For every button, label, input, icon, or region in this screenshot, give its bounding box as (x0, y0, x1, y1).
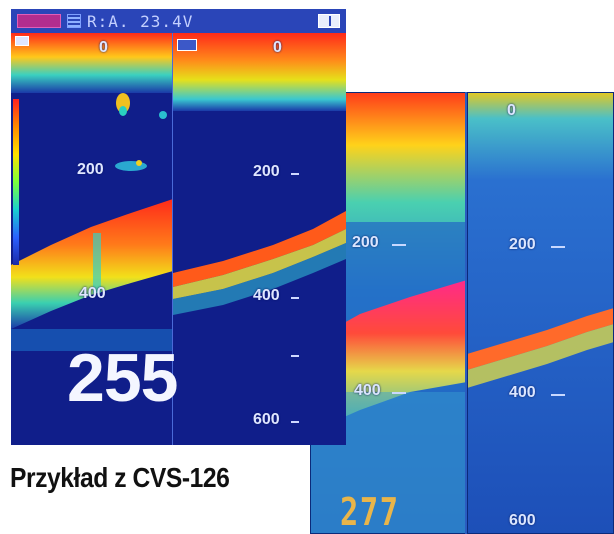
screen1-right-depth-label-600: 600 (253, 411, 280, 428)
sounder-screen-1: R:A. 23.4V (11, 9, 346, 445)
screen1-right-depth-tick-500 (291, 355, 299, 357)
screen2-right-depth-label-0: 0 (507, 102, 516, 119)
screen2-right-depth-tick-400 (551, 394, 565, 396)
screen1-left-depth-label-200: 200 (77, 161, 104, 178)
screen1-left-panel: 0 200 400 (11, 33, 173, 445)
signal-stack-icon (67, 14, 81, 28)
screen2-right-depth-label-400: 400 (509, 384, 536, 401)
screen1-right-depth-label-0: 0 (273, 39, 282, 56)
example-caption: Przykład z CVS-126 (10, 462, 230, 493)
screen2-right-panel: 0 200 400 600 (467, 92, 614, 534)
screen1-right-echogram (173, 33, 346, 445)
sounder-screen-2: 200 400 0 200 400 600 277 (310, 92, 614, 534)
screen2-left-depth-tick-400 (392, 392, 406, 394)
screen2-panel-divider (465, 92, 467, 534)
screen1-right-depth-label-400: 400 (253, 287, 280, 304)
screen1-left-depth-label-0: 0 (99, 39, 108, 56)
color-scale-bar (13, 99, 19, 265)
screen2-right-depth-tick-200 (551, 246, 565, 248)
screen1-left-depth-label-400: 400 (79, 285, 106, 302)
screen2-left-depth-label-200: 200 (352, 234, 379, 251)
screen2-left-depth-tick-200 (392, 244, 406, 246)
screen2-left-depth-label-400: 400 (354, 382, 381, 399)
screen1-depth-reading: 255 (67, 340, 178, 416)
panel-freq-icon[interactable] (177, 39, 197, 51)
status-bar: R:A. 23.4V (11, 9, 346, 33)
screen1-right-depth-tick-200 (291, 173, 299, 175)
screen2-right-depth-label-200: 200 (509, 236, 536, 253)
screen2-right-echogram (467, 92, 614, 534)
screen1-right-panel: 0 200 400 600 (173, 33, 346, 445)
mode-icon[interactable] (15, 35, 39, 55)
screen2-depth-reading: 277 (340, 490, 400, 534)
range-voltage-readout: R:A. 23.4V (87, 11, 194, 31)
screen2-right-depth-label-600: 600 (509, 512, 536, 529)
screen1-right-depth-label-200: 200 (253, 163, 280, 180)
split-screen-icon[interactable] (318, 14, 340, 28)
battery-icon (17, 14, 61, 28)
screen1-right-depth-tick-400 (291, 297, 299, 299)
screen1-right-depth-tick-600 (291, 421, 299, 423)
screen1-left-echogram (11, 33, 173, 445)
